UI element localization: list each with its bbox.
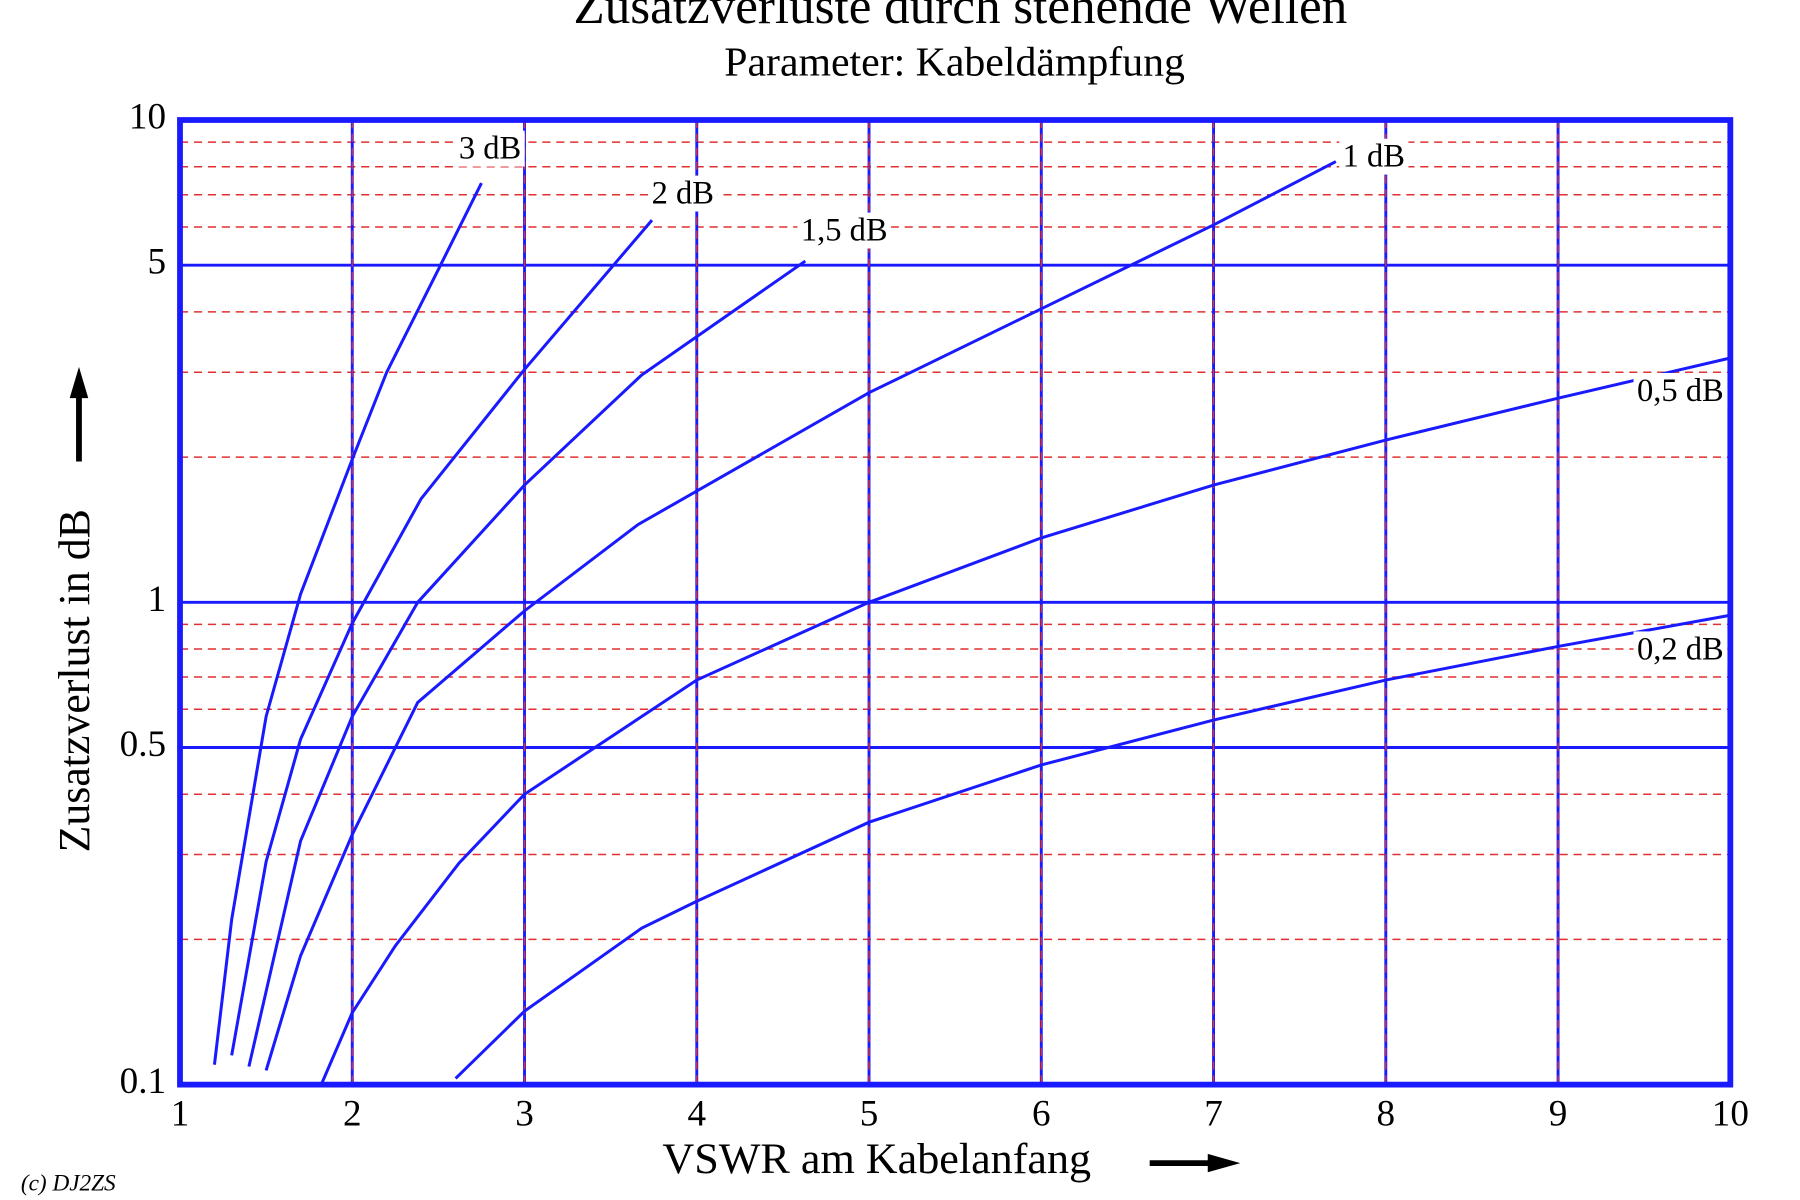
series-label: 3 dB: [459, 131, 521, 167]
x-tick-label: 6: [1032, 1093, 1051, 1134]
y-tick-label: 0.1: [120, 1061, 166, 1102]
x-tick-label: 5: [860, 1093, 879, 1134]
x-axis-label: VSWR am Kabelanfang: [662, 1134, 1091, 1183]
line: [247, 259, 807, 1067]
x-tick-label: 3: [515, 1093, 534, 1134]
x-tick-label: 4: [687, 1093, 706, 1134]
y-axis-label: Zusatzverlust in dB: [50, 509, 99, 852]
line: [264, 160, 1337, 1071]
x-tick-label: 10: [1712, 1093, 1749, 1134]
line: [454, 613, 1731, 1080]
y-tick-label: 1: [147, 579, 166, 620]
x-tick-label: 7: [1204, 1093, 1223, 1134]
chart-title: Zusatzverluste durch stehende Wellen: [574, 0, 1348, 35]
y-tick-label: 10: [129, 97, 166, 138]
series-label-bg: [797, 212, 892, 249]
x-tick-label: 1: [171, 1093, 190, 1134]
series-label-bg: [1633, 631, 1728, 668]
series-label: 0,2 dB: [1637, 631, 1724, 667]
plot-frame: [177, 117, 1734, 1088]
series-label: 1 dB: [1343, 139, 1405, 175]
y-tick-label: 5: [147, 242, 166, 283]
x-tick-label: 2: [343, 1093, 362, 1134]
series-label: 1,5 dB: [801, 213, 888, 249]
line: [212, 182, 483, 1065]
series-label-bg: [648, 175, 718, 212]
series-label-bg: [1633, 372, 1728, 409]
credit: (c) DJ2ZS: [21, 1170, 116, 1196]
series-label: 2 dB: [652, 176, 714, 212]
line: [319, 356, 1731, 1086]
x-tick-label: 9: [1549, 1093, 1568, 1134]
x-tick-label: 8: [1377, 1093, 1396, 1134]
x-arrow: [1149, 1153, 1241, 1173]
line: [230, 219, 654, 1056]
series-label-bg: [455, 130, 525, 167]
series-label-bg: [1339, 138, 1409, 175]
chart-subtitle: Parameter: Kabeldämpfung: [724, 39, 1185, 85]
series-label: 0,5 dB: [1637, 373, 1724, 409]
y-tick-label: 0.5: [120, 724, 166, 765]
y-arrow: [69, 366, 89, 462]
